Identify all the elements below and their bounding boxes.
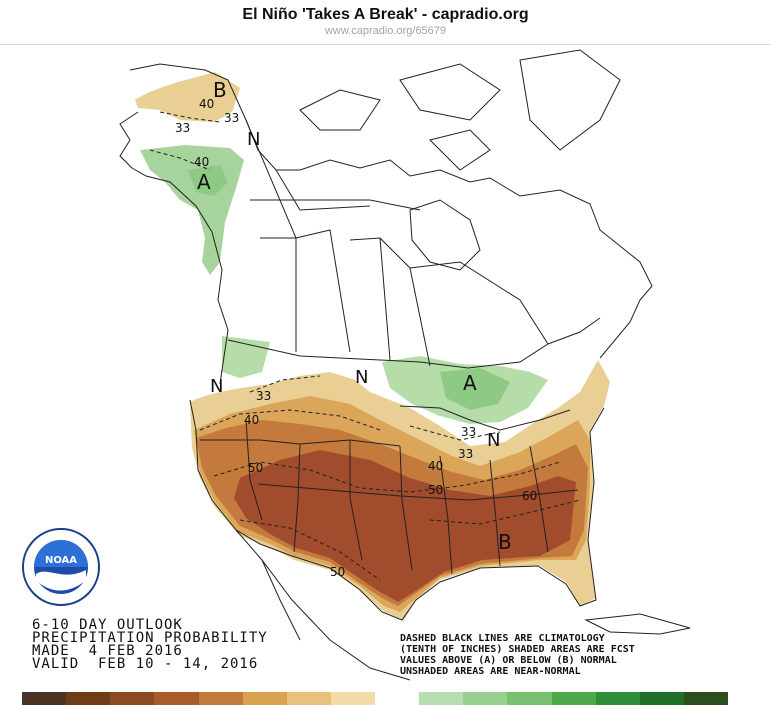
value-33-alaska-mid: 33 — [175, 121, 190, 135]
note-line-2: (TENTH OF INCHES) SHADED AREAS ARE FCST — [400, 644, 635, 655]
value-33-ohio: 33 — [458, 447, 473, 461]
shade-alaska-above-core — [188, 165, 228, 196]
colorbar-swatch — [507, 692, 552, 705]
legend-line-4: VALID FEB 10 - 14, 2016 — [32, 656, 259, 672]
legend-line-2: PRECIPITATION PROBABILITY — [32, 630, 268, 646]
shade-alaska-above — [140, 145, 244, 275]
climatology-lines — [149, 111, 581, 581]
shade-nw-above — [222, 336, 270, 378]
colorbar-swatch — [639, 692, 684, 705]
colorbar-swatch — [595, 692, 640, 705]
probability-colorbar — [22, 692, 728, 705]
shade-south-below-top — [234, 450, 576, 602]
value-33-lakes: 33 — [461, 425, 476, 439]
page-title: El Niño 'Takes A Break' - capradio.org — [242, 6, 529, 23]
label-n-ohio: N — [487, 430, 500, 451]
forecast-shading — [135, 72, 610, 620]
value-60-southeast: 60 — [522, 489, 537, 503]
colorbar-swatch — [22, 692, 67, 705]
value-40-northwest: 40 — [244, 413, 259, 427]
label-n-yukon: N — [247, 129, 260, 150]
noaa-logo-icon: NOAA — [22, 528, 100, 606]
colorbar-swatch — [330, 692, 375, 705]
colorbar-swatch — [110, 692, 155, 705]
label-b-alaska: B — [213, 78, 227, 102]
outlook-legend: 6-10 DAY OUTLOOK PRECIPITATION PROBABILI… — [32, 617, 268, 672]
label-a-great-lakes: A — [463, 371, 477, 395]
note-line-3: VALUES ABOVE (A) OR BELOW (B) NORMAL — [400, 655, 617, 666]
legend-line-1: 6-10 DAY OUTLOOK — [32, 617, 183, 633]
label-n-northwest: N — [210, 376, 223, 397]
colorbar-swatch — [286, 692, 331, 705]
colorbar-swatch — [551, 692, 596, 705]
outlook-labels: B A A B N N N N — [197, 78, 512, 554]
climatology-values: 40 33 33 40 33 40 33 33 40 50 50 60 50 — [175, 97, 537, 579]
map-outlines — [119, 49, 691, 681]
legend-line-3: MADE 4 FEB 2016 — [32, 643, 183, 659]
colorbar-swatch — [66, 692, 111, 705]
label-b-southeast: B — [498, 530, 512, 554]
note-line-1: DASHED BLACK LINES ARE CLIMATOLOGY — [400, 633, 605, 644]
value-40-mid: 40 — [428, 459, 443, 473]
value-33-northwest: 33 — [256, 389, 271, 403]
shade-alaska-below — [135, 72, 240, 122]
colorbar-swatch — [463, 692, 508, 705]
value-33-alaska-top: 33 — [224, 111, 239, 125]
source-url: www.capradio.org/65679 — [324, 25, 447, 37]
colorbar-swatch — [242, 692, 287, 705]
label-n-plains: N — [355, 367, 368, 388]
colorbar-swatch — [683, 692, 728, 705]
colorbar-swatch — [154, 692, 199, 705]
map-notes: DASHED BLACK LINES ARE CLIMATOLOGY (TENT… — [400, 633, 635, 677]
value-50-southwest: 50 — [330, 565, 345, 579]
precipitation-outlook-map: B A A B N N N N 40 33 33 40 33 40 33 33 … — [119, 49, 691, 681]
colorbar-swatch — [375, 692, 420, 705]
value-40-alaska-top: 40 — [199, 97, 214, 111]
colorbar-swatch — [198, 692, 243, 705]
value-50-mid: 50 — [428, 483, 443, 497]
noaa-logo-text: NOAA — [45, 555, 77, 566]
note-line-4: UNSHADED AREAS ARE NEAR-NORMAL — [400, 666, 581, 677]
value-40-alaska-green: 40 — [194, 155, 209, 169]
page-header: El Niño 'Takes A Break' - capradio.org w… — [0, 0, 771, 45]
value-50-west: 50 — [248, 461, 263, 475]
label-a-alaska: A — [197, 170, 211, 194]
colorbar-swatch — [419, 692, 464, 705]
shade-lakes-above-core — [440, 368, 510, 410]
